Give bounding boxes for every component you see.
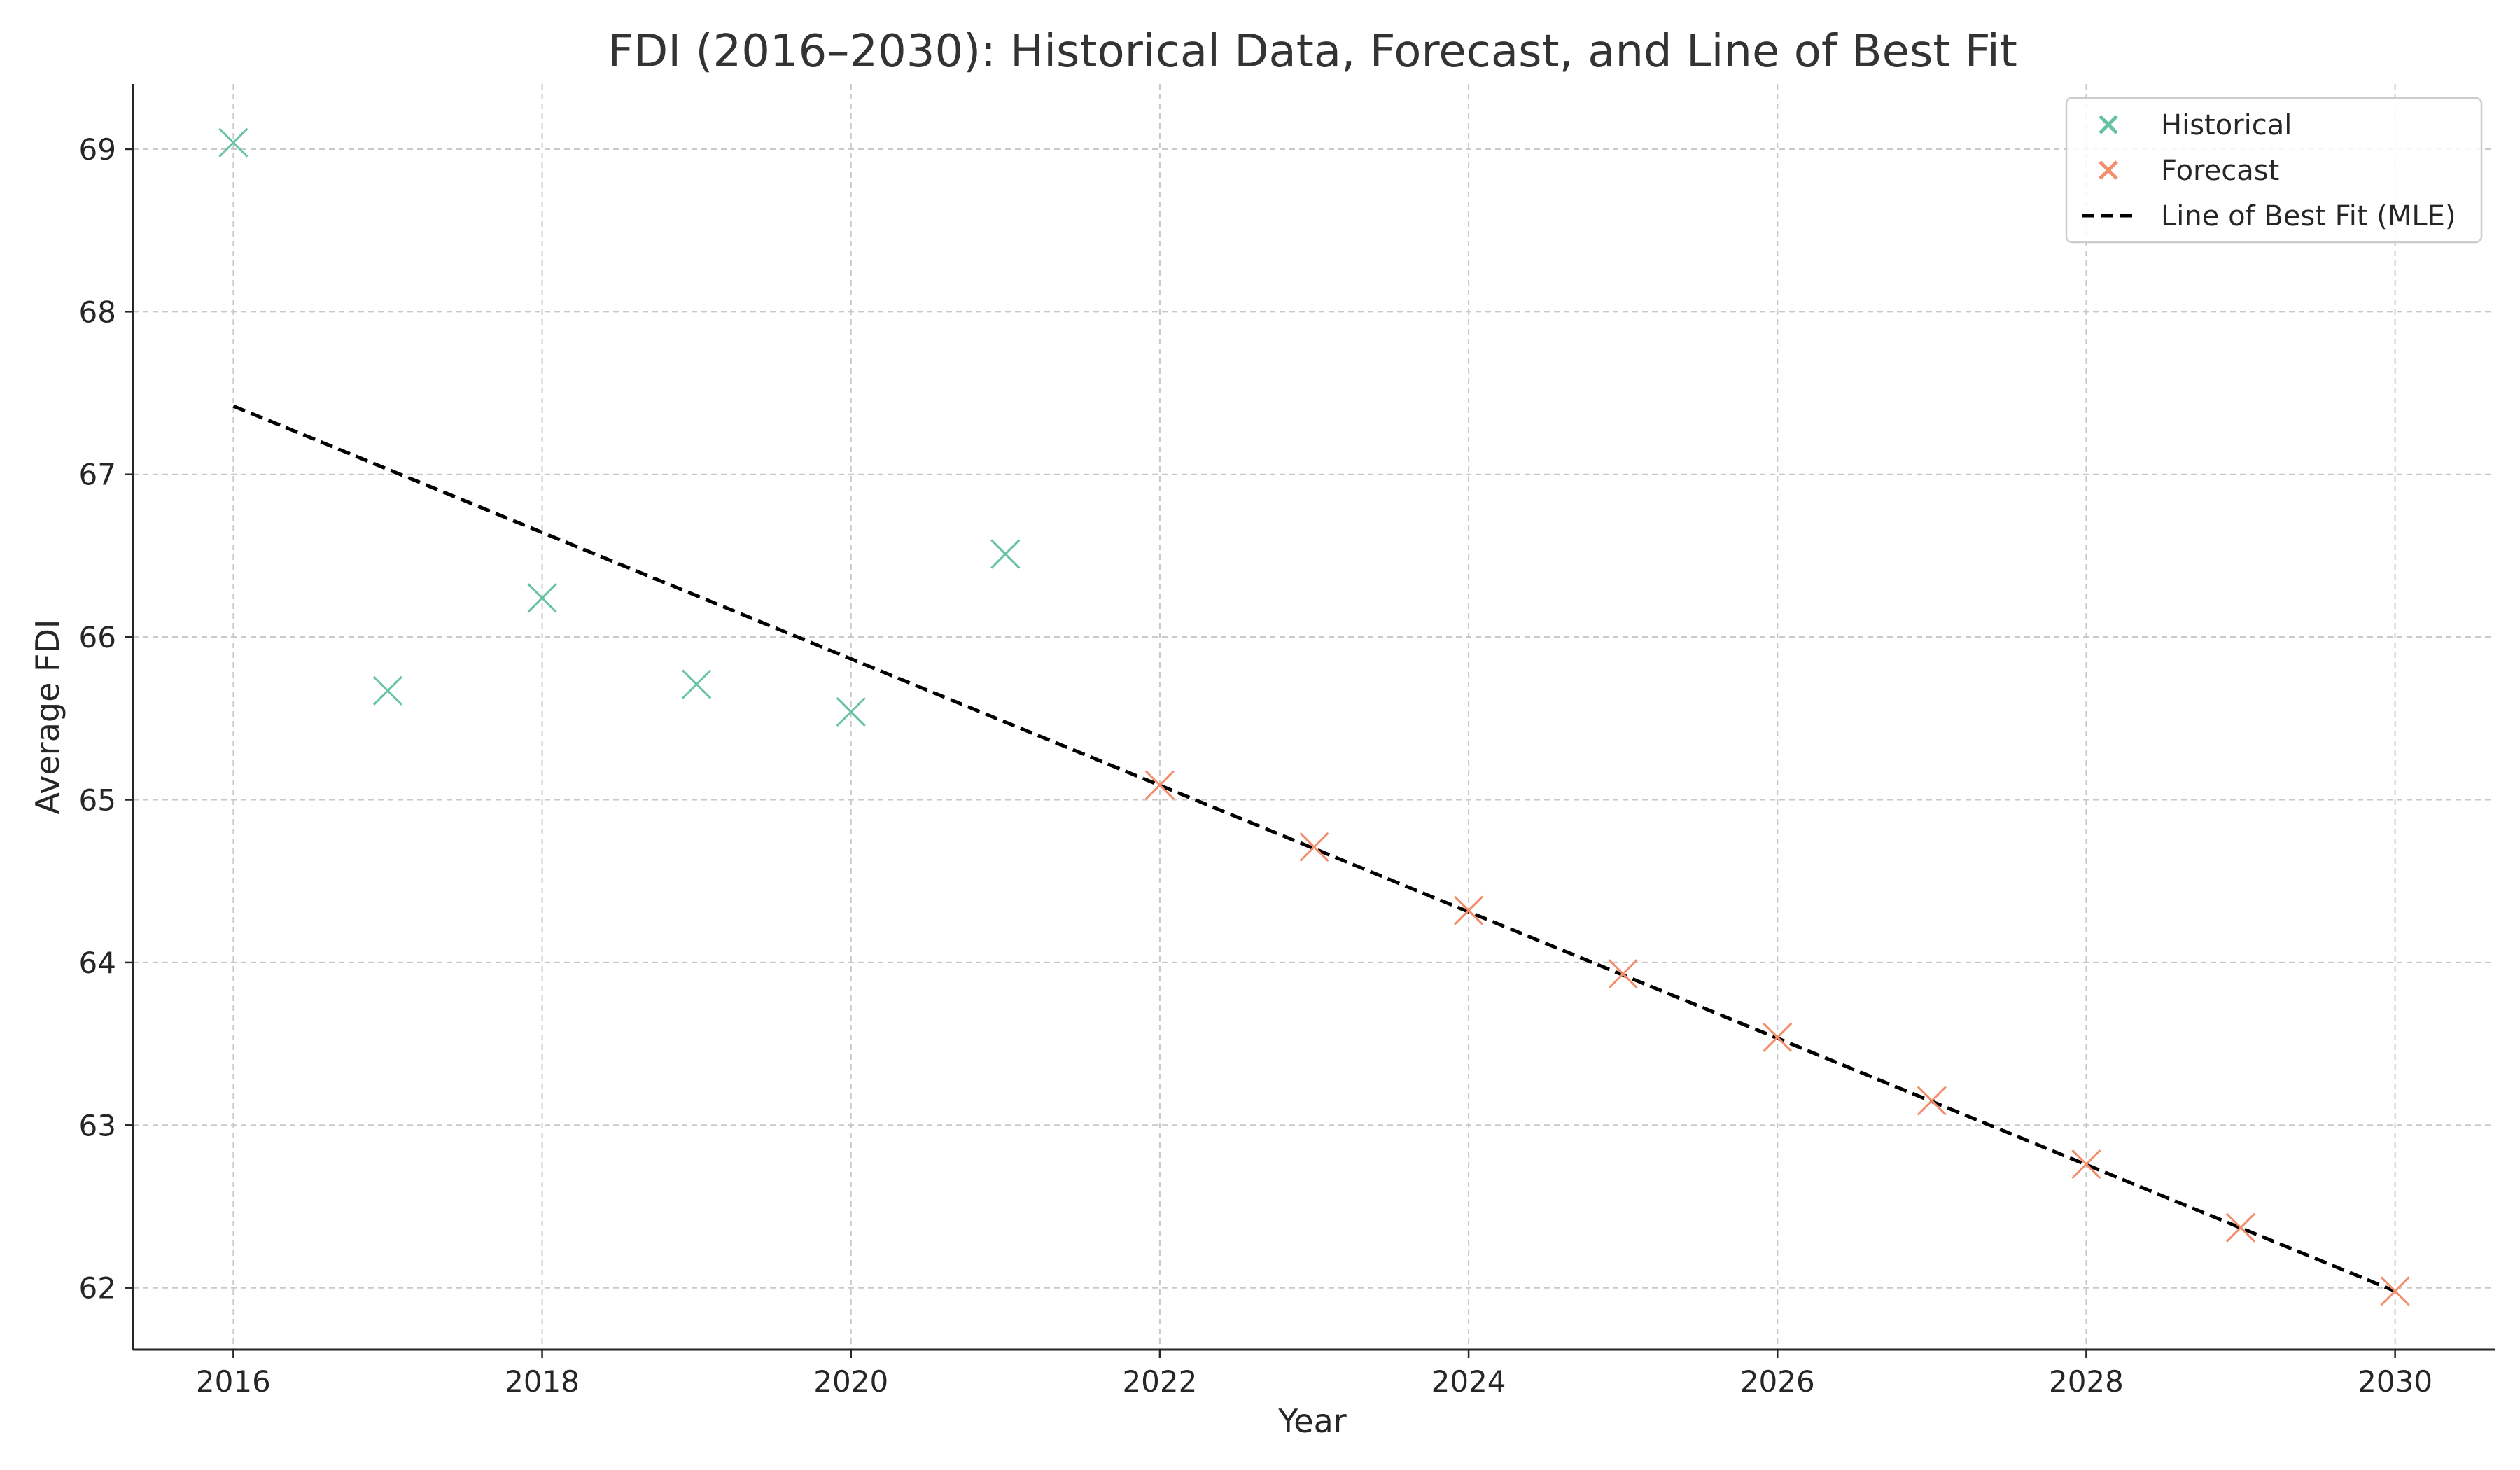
historical-point xyxy=(836,696,866,727)
x-tick-label: 2022 xyxy=(1122,1364,1197,1399)
x-axis-label: Year xyxy=(1278,1402,1346,1440)
y-tick-label: 62 xyxy=(79,1271,116,1306)
y-tick-label: 67 xyxy=(79,458,116,492)
y-axis-label: Average FDI xyxy=(29,620,66,815)
tick-labels: 2016 2018 2020 2022 2024 2026 2028 2030 62 63 64 65… xyxy=(79,132,2433,1399)
forecast-point xyxy=(2225,1212,2256,1242)
x-tick-label: 2028 xyxy=(2049,1364,2124,1399)
legend-label-forecast: Forecast xyxy=(2161,155,2279,187)
y-tick-label: 63 xyxy=(79,1108,116,1142)
legend-label-line-of-best-fit-mle: Line of Best Fit (MLE) xyxy=(2161,200,2456,232)
forecast-point xyxy=(2380,1276,2410,1306)
forecast-point xyxy=(1608,959,1638,989)
legend: Historical Forecast Line of Best Fit (MLE) xyxy=(2065,97,2483,244)
forecast-point xyxy=(2071,1149,2101,1180)
line-of-best-fit xyxy=(232,404,2396,1293)
x-tick-label: 2020 xyxy=(813,1364,888,1399)
points-layer xyxy=(218,127,2410,1306)
y-tick-label: 64 xyxy=(79,946,116,980)
x-tick-label: 2024 xyxy=(1432,1364,1506,1399)
x-tick-label: 2018 xyxy=(505,1364,580,1399)
fit-line-layer xyxy=(232,404,2396,1293)
legend-label-historical: Historical xyxy=(2161,109,2292,141)
y-tick-label: 66 xyxy=(79,620,116,654)
y-tick-label: 69 xyxy=(79,132,116,167)
forecast-point xyxy=(1144,770,1175,800)
x-tick-label: 2026 xyxy=(1740,1364,1815,1399)
historical-point xyxy=(682,669,712,699)
legend-frame xyxy=(2065,97,2483,244)
y-tick-label: 68 xyxy=(79,295,116,329)
grid xyxy=(133,84,2496,1350)
legend-marker-historical xyxy=(2099,115,2118,134)
historical-point xyxy=(218,127,248,158)
historical-point xyxy=(372,676,403,706)
forecast-point xyxy=(1454,895,1484,925)
forecast-point xyxy=(1917,1086,1947,1116)
x-tick-label: 2030 xyxy=(2358,1364,2432,1399)
y-tick-label: 65 xyxy=(79,783,116,818)
chart-title: FDI (2016–2030): Historical Data, Foreca… xyxy=(608,26,2017,78)
forecast-point xyxy=(1299,832,1329,862)
axes xyxy=(125,84,2496,1358)
legend-marker-forecast xyxy=(2099,160,2118,180)
historical-point xyxy=(990,539,1021,569)
historical-point xyxy=(527,583,557,613)
forecast-point xyxy=(1763,1022,1793,1052)
x-tick-label: 2016 xyxy=(196,1364,271,1399)
